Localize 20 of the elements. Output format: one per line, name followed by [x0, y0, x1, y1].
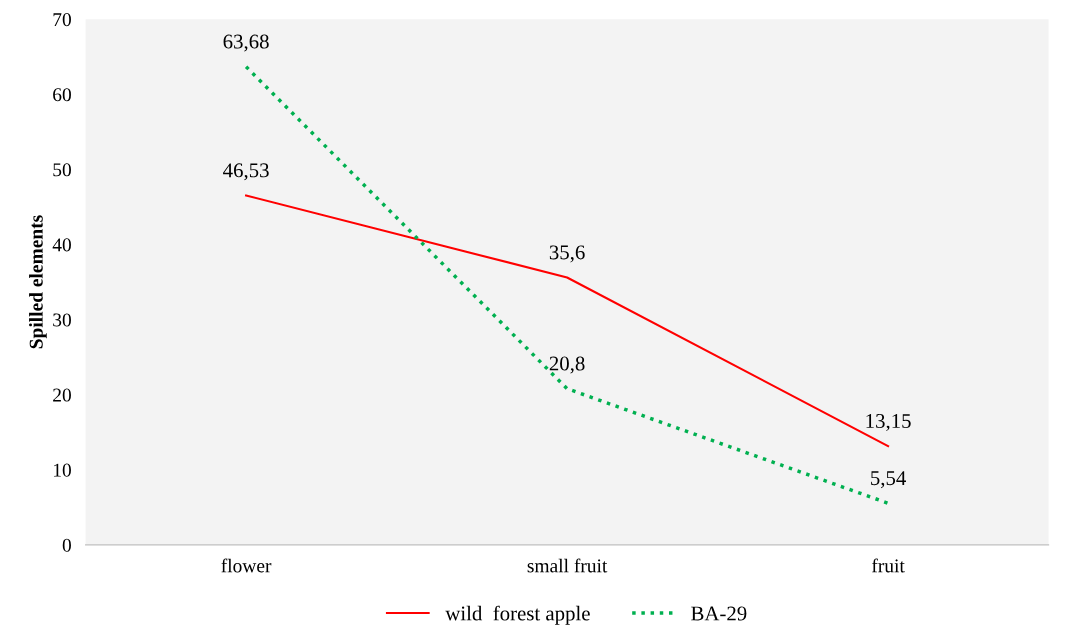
- x-tick-label: fruit: [871, 558, 905, 573]
- y-tick-label: 50: [53, 163, 71, 177]
- legend-label: BA-29: [691, 606, 747, 621]
- x-tick-label: small fruit: [527, 558, 608, 573]
- data-label: 20,8: [549, 356, 585, 374]
- y-tick-label: 30: [53, 313, 71, 327]
- y-tick-label: 20: [53, 388, 71, 402]
- x-tick-label: flower: [221, 558, 272, 573]
- legend-label: wild forest apple: [445, 605, 590, 625]
- data-label: 35,6: [549, 245, 585, 263]
- y-tick-label: 0: [62, 538, 71, 552]
- y-tick-label: 70: [53, 13, 71, 27]
- data-label: 63,68: [223, 34, 269, 52]
- data-label: 5,54: [871, 471, 906, 489]
- y-tick-label: 10: [53, 463, 71, 477]
- data-label: 13,15: [866, 413, 911, 431]
- data-label: 46,53: [223, 163, 269, 181]
- y-tick-label: 40: [52, 238, 71, 252]
- y-tick-label: 60: [53, 88, 71, 102]
- y-axis-title: Spilled elements: [29, 215, 47, 349]
